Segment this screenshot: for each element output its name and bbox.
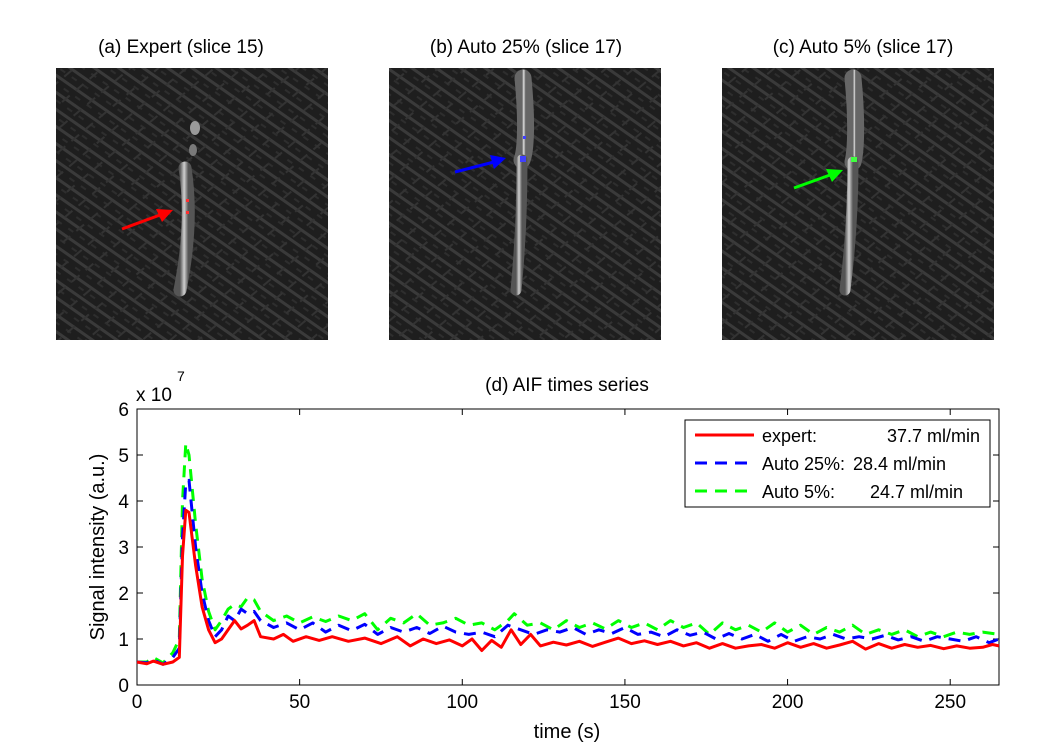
series-lines (136, 442, 1000, 666)
legend-auto25-name: Auto 25%: (762, 454, 845, 474)
series-line-expert (136, 508, 1000, 666)
y-tick-label: 1 (118, 630, 129, 651)
y-axis-ticks: 0 1 2 3 4 5 6 (118, 400, 999, 697)
x-tick-label: 150 (609, 692, 641, 713)
x-axis-ticks: 0 50 100 150 200 250 (132, 409, 966, 713)
x-tick-label: 0 (132, 692, 143, 713)
x-axis-label: time (s) (534, 721, 601, 743)
y-tick-label: 5 (118, 446, 129, 467)
y-tick-label: 2 (118, 584, 129, 605)
x-tick-label: 250 (934, 692, 966, 713)
panel-c-title: (c) Auto 5% (slice 17) (773, 37, 954, 58)
arrow-icon (490, 155, 506, 169)
series-line-auto5 (137, 442, 1000, 665)
y-tick-label: 6 (118, 400, 129, 421)
x-tick-label: 200 (772, 692, 804, 713)
y-exponent-base: x 10 (136, 385, 172, 406)
y-tick-label: 3 (118, 538, 129, 559)
y-tick-label: 0 (118, 676, 129, 697)
mri-panel-a (56, 68, 328, 340)
arrow-icon (156, 209, 173, 222)
x-tick-label: 50 (289, 692, 310, 713)
chart-title: (d) AIF times series (485, 375, 649, 396)
legend-auto5-value: 24.7 ml/min (870, 482, 963, 502)
chart-legend: expert: 37.7 ml/min Auto 25%: 28.4 ml/mi… (684, 419, 991, 508)
panel-a-title: (a) Expert (slice 15) (98, 37, 264, 58)
arrow-icon (826, 169, 843, 182)
y-tick-label: 4 (118, 492, 129, 513)
y-exponent-power: 7 (177, 368, 185, 384)
series-line-auto25 (136, 478, 1000, 666)
legend-expert-value: 37.7 ml/min (887, 426, 980, 446)
legend-auto5-name: Auto 5%: (762, 482, 835, 502)
mri-panel-c (722, 68, 994, 340)
legend-auto25-value: 28.4 ml/min (853, 454, 946, 474)
y-axis-label: Signal intensity (a.u.) (87, 454, 109, 641)
legend-expert-name: expert: (762, 426, 817, 446)
mri-panel-b (389, 68, 661, 340)
x-tick-label: 100 (446, 692, 478, 713)
panel-b-title: (b) Auto 25% (slice 17) (430, 37, 622, 58)
